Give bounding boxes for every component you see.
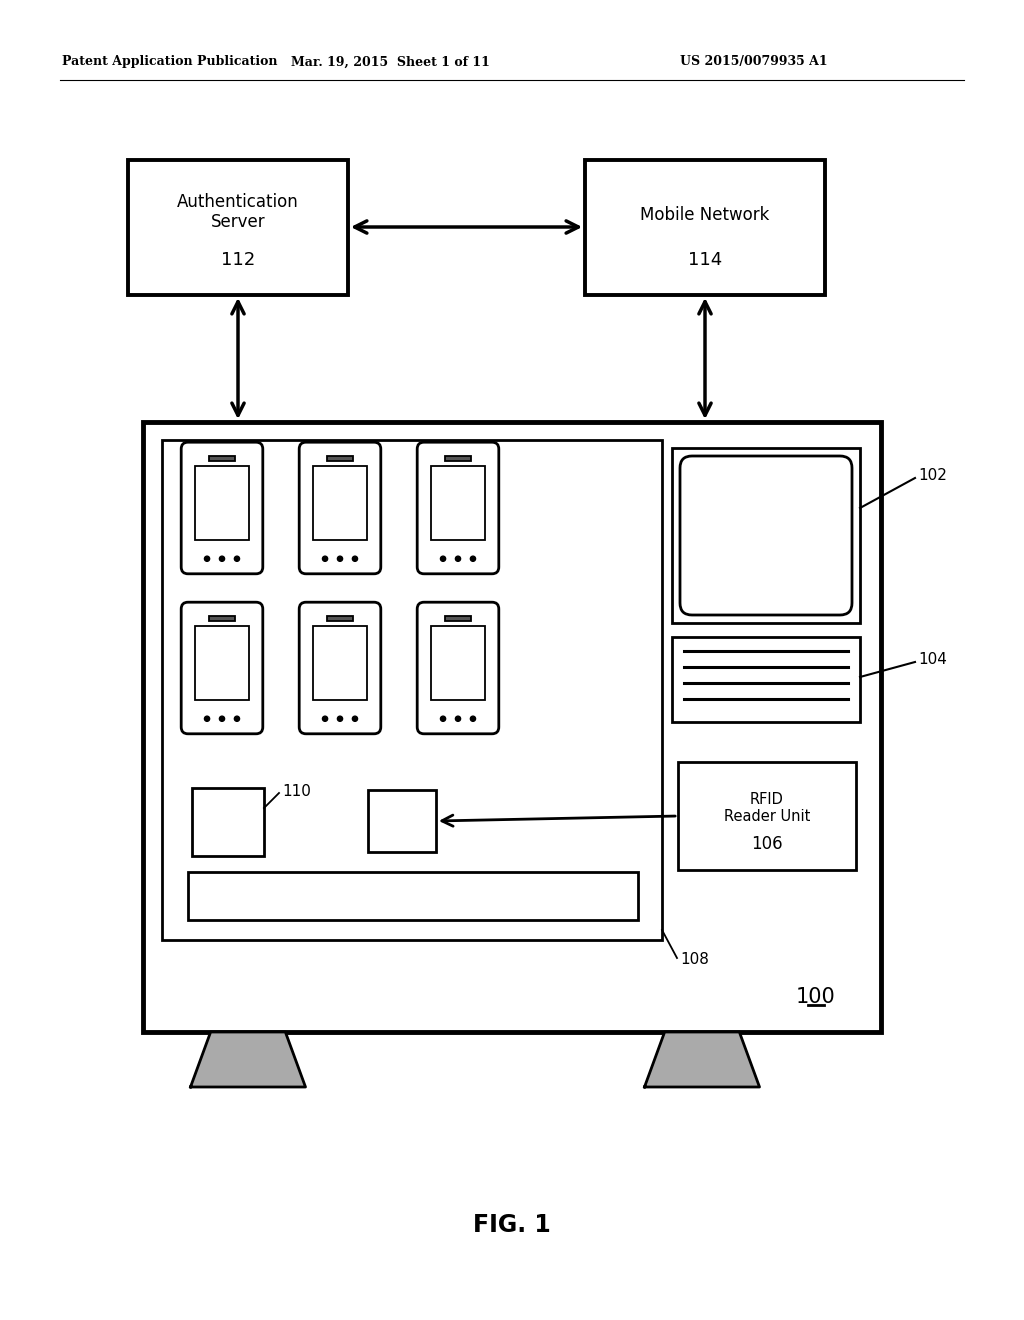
Bar <box>312 466 368 540</box>
Circle shape <box>470 717 475 721</box>
Bar <box>327 616 353 620</box>
Text: 106: 106 <box>752 836 782 853</box>
Text: Mar. 19, 2015  Sheet 1 of 11: Mar. 19, 2015 Sheet 1 of 11 <box>291 55 489 69</box>
Circle shape <box>234 717 240 721</box>
Circle shape <box>337 717 343 721</box>
Bar <box>368 789 436 851</box>
Text: Authentication
Server: Authentication Server <box>177 193 299 231</box>
Circle shape <box>205 556 210 561</box>
Bar <box>193 788 264 855</box>
Bar <box>188 873 638 920</box>
Text: Mobile Network: Mobile Network <box>640 206 770 224</box>
Polygon shape <box>190 1032 305 1086</box>
Bar <box>585 160 825 294</box>
Bar <box>672 638 860 722</box>
Bar <box>312 626 368 700</box>
Circle shape <box>323 717 328 721</box>
FancyBboxPatch shape <box>417 602 499 734</box>
Bar <box>431 466 485 540</box>
Text: US 2015/0079935 A1: US 2015/0079935 A1 <box>680 55 827 69</box>
Circle shape <box>234 556 240 561</box>
Bar <box>445 457 471 461</box>
Text: 112: 112 <box>221 251 255 269</box>
Bar <box>678 762 856 870</box>
FancyBboxPatch shape <box>299 442 381 574</box>
Text: 102: 102 <box>918 469 947 483</box>
FancyBboxPatch shape <box>181 602 263 734</box>
Text: RFID
Reader Unit: RFID Reader Unit <box>724 792 810 824</box>
Bar <box>195 626 249 700</box>
Circle shape <box>323 556 328 561</box>
Circle shape <box>352 556 357 561</box>
FancyBboxPatch shape <box>299 602 381 734</box>
Circle shape <box>440 717 445 721</box>
Circle shape <box>470 556 475 561</box>
FancyBboxPatch shape <box>680 455 852 615</box>
Text: Patent Application Publication: Patent Application Publication <box>62 55 278 69</box>
Text: FIG. 1: FIG. 1 <box>473 1213 551 1237</box>
Bar <box>195 466 249 540</box>
Circle shape <box>456 556 461 561</box>
Bar <box>209 616 234 620</box>
Bar <box>431 626 485 700</box>
Bar <box>209 457 234 461</box>
Polygon shape <box>644 1032 760 1086</box>
Circle shape <box>219 556 224 561</box>
Text: 114: 114 <box>688 251 722 269</box>
Circle shape <box>456 717 461 721</box>
FancyBboxPatch shape <box>181 442 263 574</box>
Circle shape <box>352 717 357 721</box>
Text: 110: 110 <box>282 784 311 799</box>
Circle shape <box>205 717 210 721</box>
Bar <box>162 440 662 940</box>
Bar <box>327 457 353 461</box>
Text: 104: 104 <box>918 652 947 668</box>
Circle shape <box>337 556 343 561</box>
Circle shape <box>440 556 445 561</box>
Text: 100: 100 <box>796 987 836 1007</box>
Bar <box>143 422 881 1032</box>
FancyBboxPatch shape <box>417 442 499 574</box>
Text: 108: 108 <box>680 953 709 968</box>
Bar <box>672 447 860 623</box>
Circle shape <box>219 717 224 721</box>
Bar <box>128 160 348 294</box>
Bar <box>445 616 471 620</box>
